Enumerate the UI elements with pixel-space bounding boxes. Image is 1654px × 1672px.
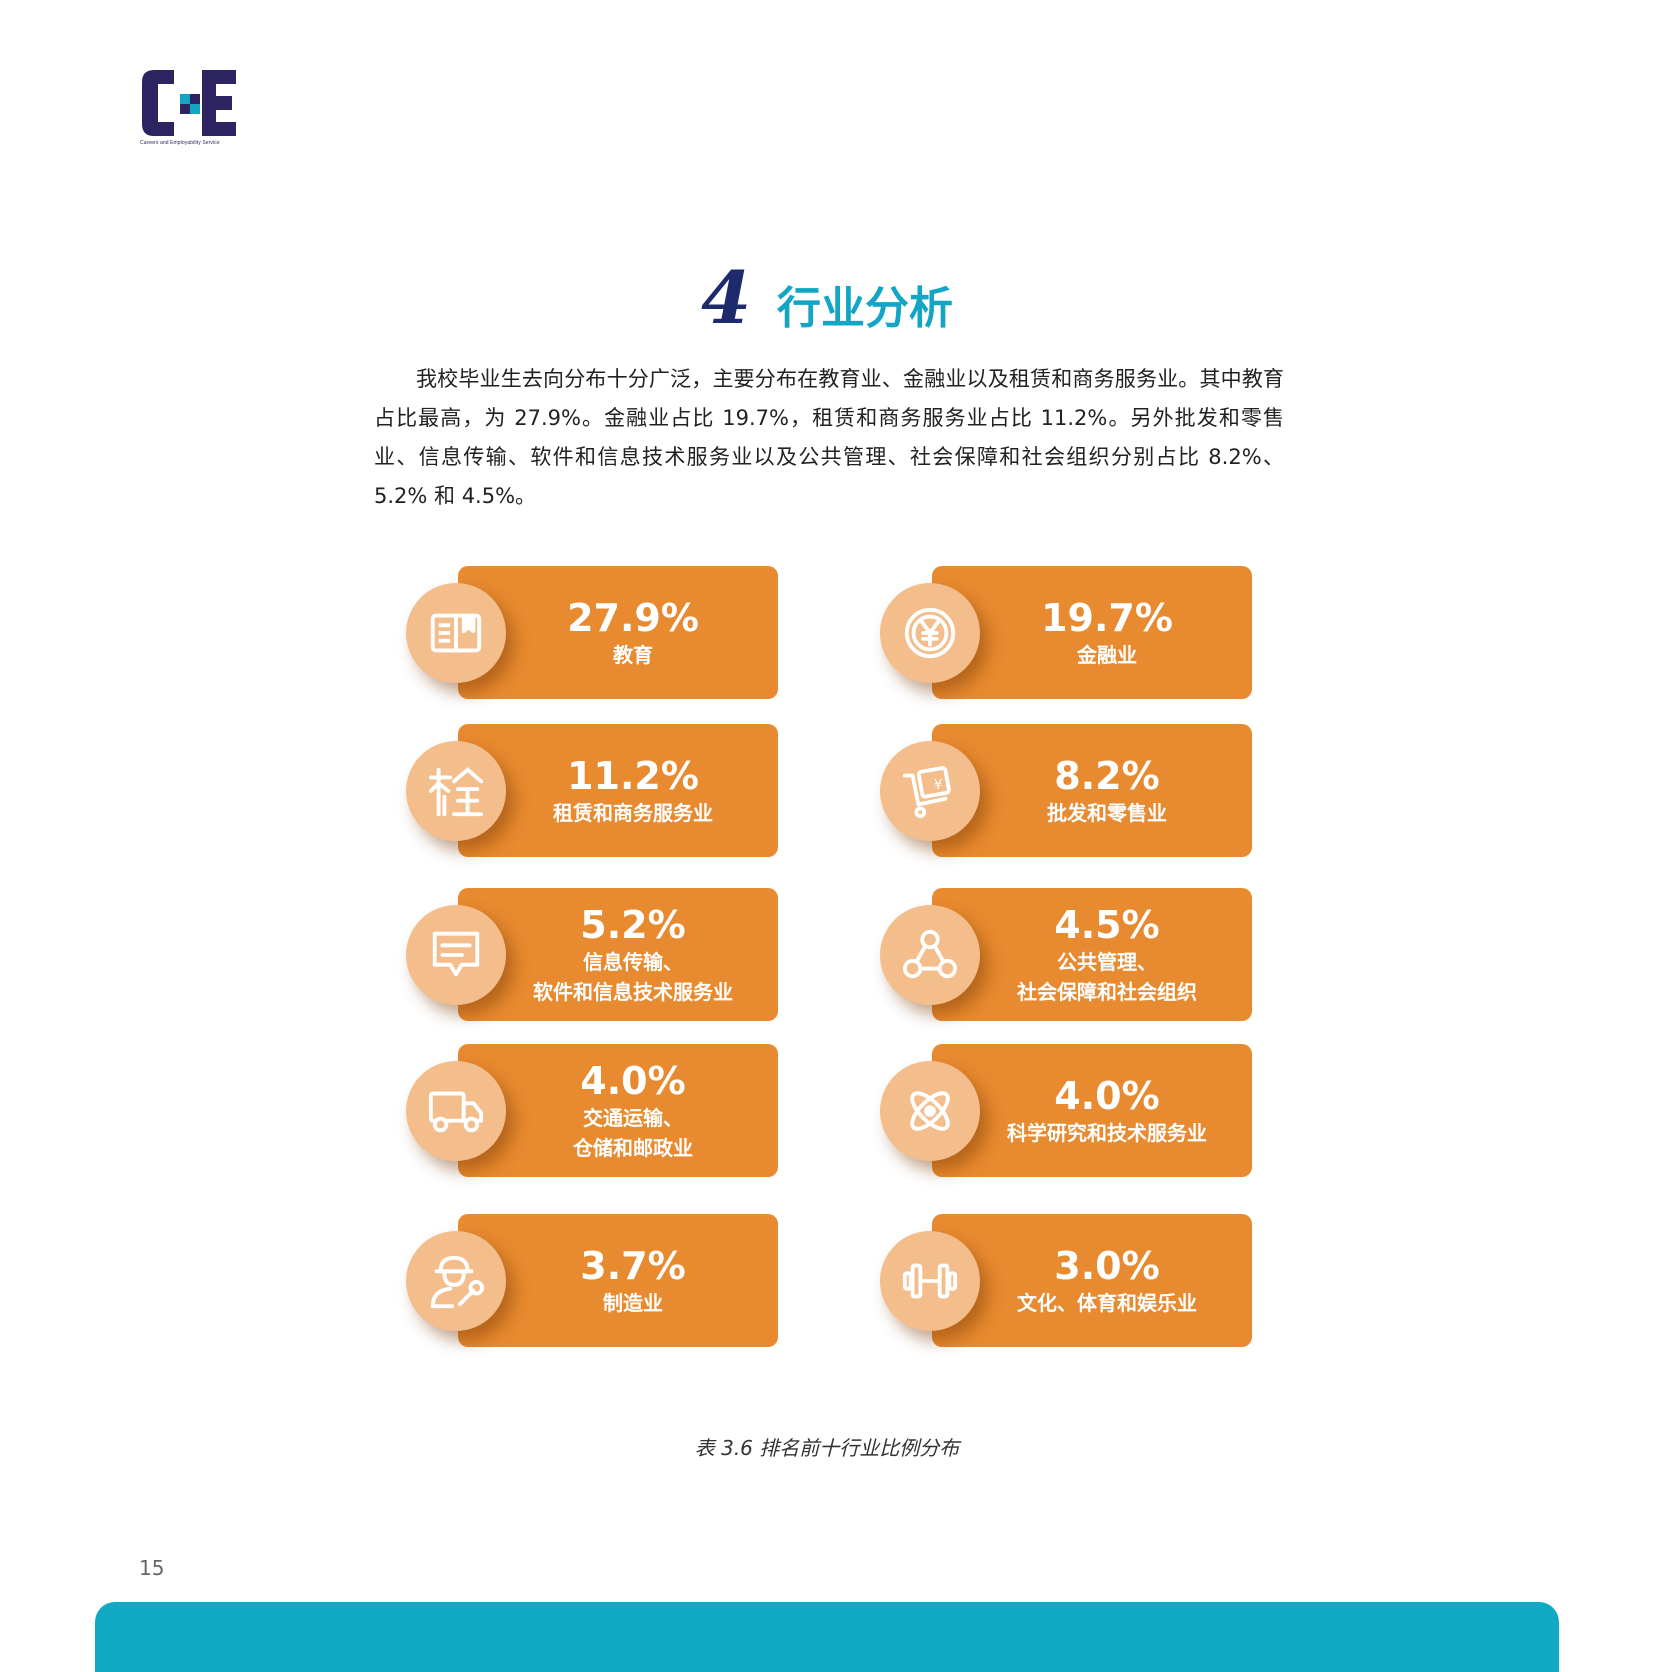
ces-logo-mark [142,70,236,136]
industry-percentage: 3.0% [1054,1243,1160,1288]
industry-card: 3.7% 制造业 [406,1214,778,1347]
industry-percentage: 11.2% [567,753,699,798]
card-text: 8.2% 批发和零售业 [932,724,1252,857]
card-text: 3.7% 制造业 [458,1214,778,1347]
atom-icon [880,1061,980,1161]
card-text: 4.5% 公共管理、 社会保障和社会组织 [932,888,1252,1021]
message-icon [406,905,506,1005]
table-caption: 表 3.6 排名前十行业比例分布 [694,1436,960,1460]
industry-label: 制造业 [603,1290,663,1315]
card-background [932,566,1252,699]
industry-card: 3.0% 文化、体育和娱乐业 [880,1214,1252,1347]
building-icon [406,741,506,841]
card-text: 4.0% 交通运输、 仓储和邮政业 [458,1044,778,1177]
industry-label: 批发和零售业 [1047,800,1167,825]
worker-wrench-icon [406,1231,506,1331]
industry-percentage: 4.0% [1054,1073,1160,1118]
industry-card: 4.0% 科学研究和技术服务业 [880,1044,1252,1177]
card-text: 5.2% 信息传输、 软件和信息技术服务业 [458,888,778,1021]
footer-bar [95,1602,1559,1672]
industry-label: 交通运输、 仓储和邮政业 [573,1105,693,1160]
industry-percentage: 4.5% [1054,902,1160,947]
card-background [932,1044,1252,1177]
card-text: 4.0% 科学研究和技术服务业 [932,1044,1252,1177]
industry-percentage: 8.2% [1054,753,1160,798]
section-heading: 4 行业分析 [0,262,1654,334]
card-text: 11.2% 租赁和商务服务业 [458,724,778,857]
card-background [458,1044,778,1177]
industry-percentage: 19.7% [1041,595,1173,640]
section-title: 行业分析 [777,283,954,334]
card-background [458,566,778,699]
industry-percentage: 27.9% [567,595,699,640]
truck-icon [406,1061,506,1161]
industry-label: 科学研究和技术服务业 [1007,1120,1207,1145]
ces-logo: Careers and Employability Service [140,68,240,146]
card-text: 27.9% 教育 [458,566,778,699]
book-icon [406,583,506,683]
industry-label: 公共管理、 社会保障和社会组织 [1017,949,1197,1004]
industry-card: 11.2% 租赁和商务服务业 [406,724,778,857]
card-background [458,724,778,857]
section-number: 4 [700,255,752,340]
industry-label: 金融业 [1077,642,1137,667]
industry-card: 5.2% 信息传输、 软件和信息技术服务业 [406,888,778,1021]
industry-percentage: 3.7% [580,1243,686,1288]
industry-card: ¥8.2% 批发和零售业 [880,724,1252,857]
industry-percentage: 4.0% [580,1058,686,1103]
card-background [458,888,778,1021]
page-number: 15 [139,1556,165,1580]
industry-percentage: 5.2% [580,902,686,947]
industry-label: 信息传输、 软件和信息技术服务业 [533,949,733,1004]
card-background [932,888,1252,1021]
industry-card: 4.0% 交通运输、 仓储和邮政业 [406,1044,778,1177]
card-background [932,724,1252,857]
industry-label: 租赁和商务服务业 [553,800,713,825]
svg-text:¥: ¥ [934,777,943,793]
card-text: 3.0% 文化、体育和娱乐业 [932,1214,1252,1347]
cart-receipt-icon: ¥ [880,741,980,841]
industry-label: 教育 [613,642,653,667]
industry-label: 文化、体育和娱乐业 [1017,1290,1197,1315]
industry-card: 4.5% 公共管理、 社会保障和社会组织 [880,888,1252,1021]
logo-tagline: Careers and Employability Service [140,140,220,146]
industry-card: 19.7% 金融业 [880,566,1252,699]
card-text: 19.7% 金融业 [932,566,1252,699]
network-icon [880,905,980,1005]
card-background [932,1214,1252,1347]
industry-card: 27.9% 教育 [406,566,778,699]
dumbbell-icon [880,1231,980,1331]
intro-paragraph: 我校毕业生去向分布十分广泛，主要分布在教育业、金融业以及租赁和商务服务业。其中教… [374,367,1284,508]
yen-coin-icon [880,583,980,683]
card-background [458,1214,778,1347]
